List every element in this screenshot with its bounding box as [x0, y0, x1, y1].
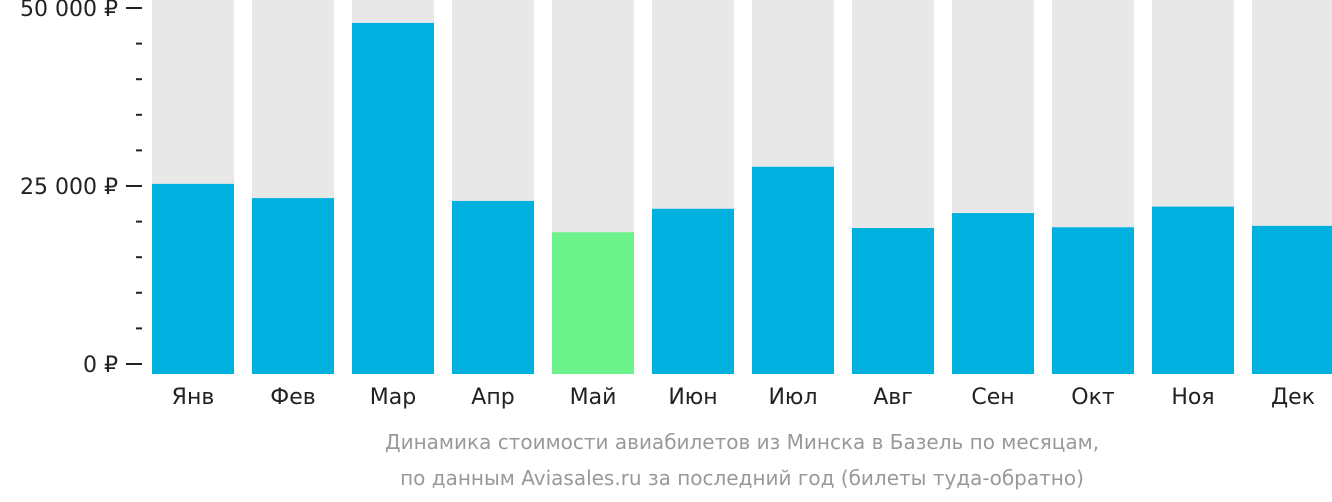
bar-Ноя	[1152, 206, 1234, 374]
bar-Июн	[652, 208, 734, 374]
bar-Апр	[452, 200, 534, 374]
x-tick-label: Июл	[768, 385, 817, 410]
x-tick-label: Сен	[971, 385, 1014, 410]
bar-Дек	[1252, 225, 1332, 374]
x-tick-label: Янв	[172, 385, 215, 410]
bar-Авг	[852, 228, 934, 374]
chart-title: Динамика стоимости авиабилетов из Минска…	[384, 430, 1100, 454]
bar-Июл	[752, 166, 834, 374]
bar-Окт	[1052, 227, 1134, 374]
x-tick-label: Май	[570, 385, 617, 410]
x-tick-label: Июн	[668, 385, 717, 410]
bar-Мар	[352, 22, 434, 375]
x-tick-label: Ноя	[1171, 385, 1214, 410]
x-tick-label: Авг	[873, 385, 913, 410]
y-tick-label: 25 000 ₽	[20, 175, 118, 200]
bar-Фев	[252, 198, 334, 374]
x-tick-label: Фев	[270, 385, 315, 410]
bar-Янв	[152, 183, 234, 374]
x-tick-label: Апр	[471, 385, 514, 410]
chart-svg: Янв Фев Мар Апр Май Июн Июл Авг Сен Окт Ноя Дек 0 ₽ 2…	[20, 0, 1332, 410]
x-tick-label: Мар	[370, 385, 416, 410]
bar-Сен	[952, 213, 1034, 374]
chart-subtitle: по данным Aviasales.ru за последний год …	[400, 466, 1084, 490]
y-tick-label: 50 000 ₽	[20, 0, 118, 22]
x-tick-label: Окт	[1071, 385, 1115, 410]
bar-Май	[552, 232, 634, 374]
x-tick-label: Дек	[1271, 385, 1315, 410]
y-tick-label: 0 ₽	[83, 353, 118, 378]
